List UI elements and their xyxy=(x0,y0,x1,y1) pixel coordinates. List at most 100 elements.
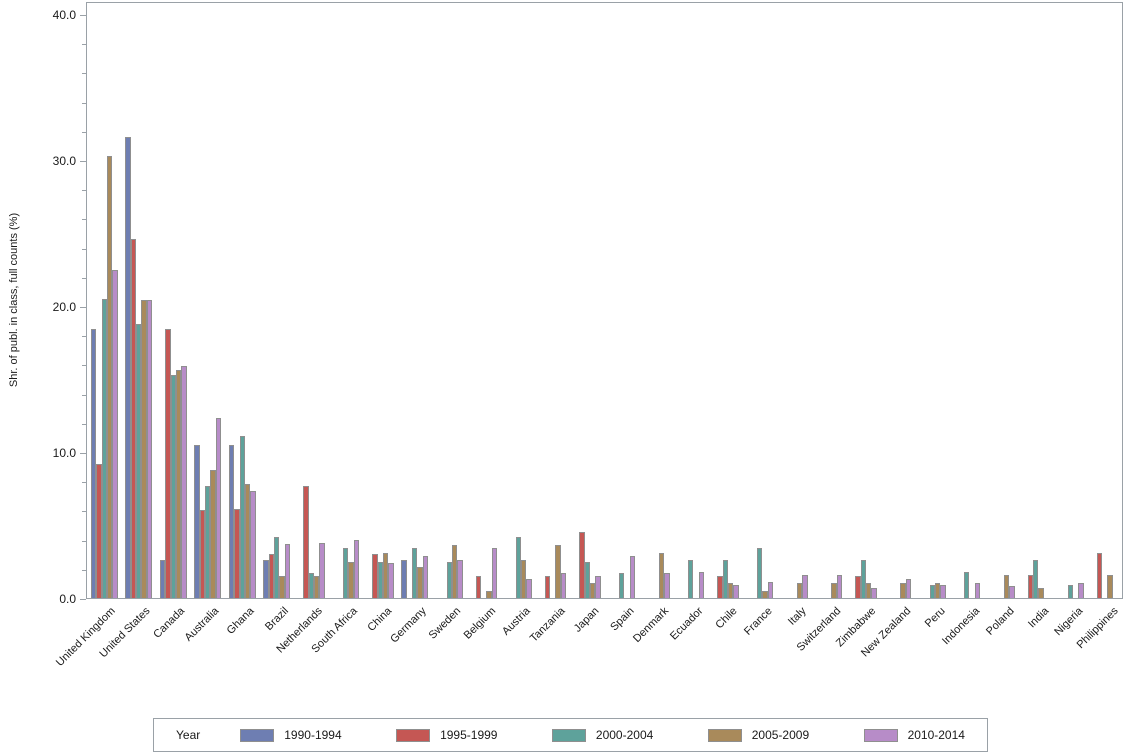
legend-label-2010-2014: 2010-2014 xyxy=(907,728,965,742)
bar-1995-1999-brazil xyxy=(268,554,275,598)
bar-2000-2004-peru xyxy=(929,584,935,598)
bar-1995-1999-japan xyxy=(579,532,585,598)
bar-2005-2009-peru xyxy=(934,583,941,598)
bar-slot xyxy=(96,463,102,598)
bar-slot xyxy=(1096,552,1103,598)
bar-2000-2004-canada xyxy=(170,374,176,598)
x-tick-label-nigeria: Nigeria xyxy=(1052,605,1086,639)
bar-2005-2009-united-kingdom xyxy=(106,155,113,598)
bar-2000-2004-france xyxy=(757,548,763,598)
x-tick-label-poland: Poland xyxy=(983,605,1017,638)
bar-2000-2004-south-africa xyxy=(343,548,349,598)
bar-group-united-kingdom xyxy=(87,3,122,598)
bar-2005-2009-germany xyxy=(417,567,423,598)
y-minor-tick xyxy=(82,365,86,367)
y-minor-tick xyxy=(82,511,86,513)
bar-slot xyxy=(727,583,734,598)
bar-1990-1994-united-states xyxy=(125,136,131,598)
x-tick-label-ghana: Ghana xyxy=(224,605,257,637)
bar-slot xyxy=(595,576,601,598)
x-tick-label-australia: Australia xyxy=(182,605,222,644)
bar-slot xyxy=(836,574,843,598)
legend-item-2000-2004: 2000-2004 xyxy=(551,728,653,742)
x-tick-label-italy: Italy xyxy=(786,605,810,628)
x-tick-label-united-kingdom: United Kingdom xyxy=(53,605,118,669)
bar-2010-2014-spain xyxy=(629,555,636,598)
bar-slot xyxy=(146,300,153,598)
legend-item-2005-2009: 2005-2009 xyxy=(707,728,809,742)
bar-slot xyxy=(555,545,561,598)
y-minor-tick xyxy=(82,277,86,279)
bar-2010-2014-ecuador xyxy=(698,571,705,598)
bar-slot xyxy=(1038,587,1044,598)
bar-group-netherlands xyxy=(294,3,329,598)
bar-slot xyxy=(757,548,763,598)
bar-slot xyxy=(871,587,877,598)
bar-2010-2014-canada xyxy=(181,365,187,598)
y-minor-tick xyxy=(82,102,86,104)
bar-group-nigeria xyxy=(1053,3,1088,598)
bar-1990-1994-germany xyxy=(401,560,407,598)
bar-1990-1994-canada xyxy=(159,560,166,598)
x-tick-label-japan: Japan xyxy=(572,605,602,635)
bar-1995-1999-ghana xyxy=(234,508,240,598)
bar-group-ecuador xyxy=(674,3,709,598)
bar-2005-2009-new-zealand xyxy=(900,583,906,598)
bar-1995-1999-tanzania xyxy=(544,576,551,598)
y-major-tick xyxy=(80,161,86,162)
bar-slot xyxy=(584,561,590,598)
bar-slot xyxy=(929,584,935,598)
bar-slot xyxy=(90,329,97,598)
bar-group-australia xyxy=(191,3,226,598)
bar-slot xyxy=(210,469,216,598)
bar-slot xyxy=(1003,574,1010,598)
bar-slot xyxy=(698,571,705,598)
bar-slot xyxy=(629,555,636,598)
bar-2000-2004-india xyxy=(1033,560,1039,598)
y-tick-label: 0.0 xyxy=(59,592,76,606)
bar-slot xyxy=(130,238,137,598)
bar-slot xyxy=(170,374,176,598)
bar-slot xyxy=(101,298,107,598)
bar-group-italy xyxy=(777,3,812,598)
legend-label-1995-1999: 1995-1999 xyxy=(440,728,498,742)
bar-2005-2009-china xyxy=(382,552,389,598)
y-minor-tick xyxy=(82,190,86,192)
bar-2010-2014-netherlands xyxy=(319,542,325,598)
bar-2010-2014-japan xyxy=(595,576,601,598)
bar-2010-2014-south-africa xyxy=(353,539,360,598)
y-tick-label: 10.0 xyxy=(52,446,76,460)
bar-2000-2004-australia xyxy=(205,485,211,598)
y-minor-tick xyxy=(82,248,86,250)
legend-swatch-1990-1994 xyxy=(240,728,275,742)
bar-2005-2009-poland xyxy=(1003,574,1010,598)
bar-slot xyxy=(279,576,285,598)
plot-area xyxy=(86,2,1123,599)
bar-group-india xyxy=(1019,3,1054,598)
bar-slot xyxy=(106,155,113,598)
bar-slot xyxy=(934,583,941,598)
bar-1990-1994-brazil xyxy=(263,560,269,598)
bar-slot xyxy=(1107,574,1113,598)
bar-2000-2004-zimbabwe xyxy=(860,560,866,598)
bar-slot xyxy=(855,576,861,598)
x-tick-label-germany: Germany xyxy=(388,605,429,646)
bar-2000-2004-indonesia xyxy=(964,571,970,598)
y-axis-title: Shr. of publ. in class, full counts (%) xyxy=(8,212,20,388)
bar-1995-1999-united-states xyxy=(130,238,137,598)
bar-2005-2009-south-africa xyxy=(348,561,354,598)
y-tick-label: 30.0 xyxy=(52,154,76,168)
bar-1995-1999-netherlands xyxy=(303,485,309,598)
bar-2005-2009-zimbabwe xyxy=(865,583,872,598)
bar-slot xyxy=(544,576,551,598)
bar-slot xyxy=(377,561,383,598)
bar-slot xyxy=(1027,574,1034,598)
bar-group-canada xyxy=(156,3,191,598)
y-major-tick xyxy=(80,307,86,308)
bar-2005-2009-australia xyxy=(210,469,216,598)
bar-2000-2004-spain xyxy=(619,573,625,598)
y-minor-tick xyxy=(82,73,86,75)
bar-slot xyxy=(802,574,808,598)
bar-2005-2009-sweden xyxy=(451,545,458,598)
bar-1995-1999-india xyxy=(1027,574,1034,598)
